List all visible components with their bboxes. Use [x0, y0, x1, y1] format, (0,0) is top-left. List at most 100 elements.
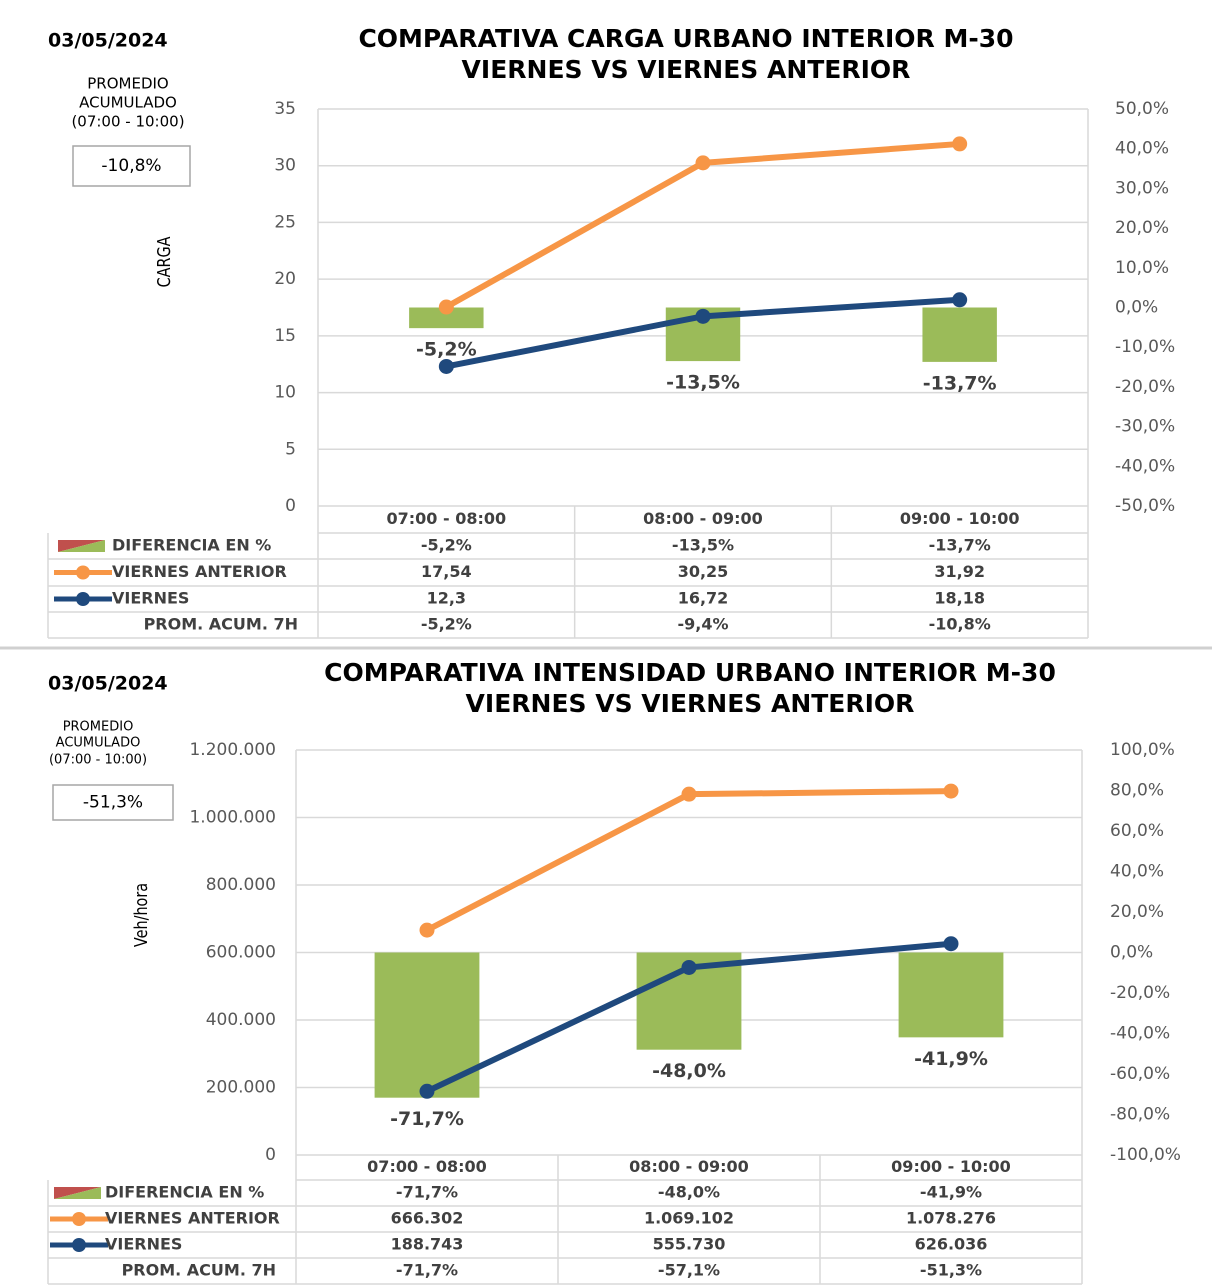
note: ACUMULADO: [56, 736, 141, 751]
note: ACUMULADO: [79, 94, 177, 112]
table-row-label: PROM. ACUM. 7H: [122, 1261, 276, 1280]
chart-subtitle: VIERNES VS VIERNES ANTERIOR: [462, 55, 911, 84]
marker: [438, 299, 454, 315]
table-cell: 1.069.102: [644, 1209, 734, 1228]
x-tick-label: 07:00 - 08:00: [387, 509, 507, 528]
marker: [419, 922, 435, 938]
table-cell: -71,7%: [396, 1261, 458, 1280]
table-row-label: PROM. ACUM. 7H: [144, 615, 298, 634]
y-tick-label: 0: [285, 496, 296, 516]
table-cell: 31,92: [934, 562, 985, 581]
y-axis-label: CARGA: [153, 237, 174, 288]
table-cell: 1.078.276: [906, 1209, 996, 1228]
y2-tick-label: 50,0%: [1115, 99, 1169, 119]
marker: [438, 358, 454, 374]
y2-tick-label: -50,0%: [1115, 496, 1175, 516]
x-tick-label: 08:00 - 09:00: [629, 1157, 749, 1176]
note: PROMEDIO: [87, 75, 168, 93]
table-cell: 17,54: [421, 562, 472, 581]
marker: [943, 783, 959, 799]
summary: -51,3%: [83, 793, 143, 813]
legend-label: VIERNES: [112, 589, 189, 608]
table-cell: -5,2%: [421, 536, 472, 555]
y-tick-label: 10: [274, 383, 296, 403]
legend-icon: [72, 1212, 86, 1226]
summary: -10,8%: [101, 156, 161, 176]
y2-tick-label: 30,0%: [1115, 178, 1169, 198]
legend-icon: [58, 540, 105, 552]
y2-tick-label: -40,0%: [1115, 456, 1175, 476]
y2-tick-label: 20,0%: [1115, 218, 1169, 238]
bar-data-label: -41,9%: [914, 1048, 988, 1070]
y-tick-label: 1.200.000: [189, 740, 276, 760]
y2-tick-label: 0,0%: [1115, 298, 1158, 318]
y2-tick-label: -80,0%: [1110, 1105, 1170, 1125]
note: PROMEDIO: [63, 720, 134, 735]
marker: [681, 786, 697, 802]
table-cell: -13,5%: [672, 536, 734, 555]
y-tick-label: 20: [274, 269, 296, 289]
chart-subtitle: VIERNES VS VIERNES ANTERIOR: [466, 689, 915, 718]
y-tick-label: 35: [274, 99, 296, 119]
date: 03/05/2024: [48, 673, 168, 695]
y2-tick-label: -20,0%: [1115, 377, 1175, 397]
y2-tick-label: 0,0%: [1110, 943, 1153, 963]
bar-data-label: -71,7%: [390, 1108, 464, 1130]
bar: [898, 952, 1004, 1038]
y-tick-label: 5: [285, 439, 296, 459]
x-tick-label: 09:00 - 10:00: [900, 509, 1020, 528]
legend-label: DIFERENCIA EN %: [105, 1183, 264, 1202]
table-cell: 12,3: [427, 589, 466, 608]
bar-data-label: -48,0%: [652, 1060, 726, 1082]
legend-label: VIERNES ANTERIOR: [105, 1209, 280, 1228]
table-cell: -48,0%: [658, 1183, 720, 1202]
y2-tick-label: -40,0%: [1110, 1024, 1170, 1044]
marker: [943, 936, 959, 952]
y2-tick-label: 100,0%: [1110, 740, 1175, 760]
bar: [409, 307, 484, 329]
legend-icon: [54, 1187, 101, 1199]
marker: [419, 1083, 435, 1099]
table-cell: -57,1%: [658, 1261, 720, 1280]
y-tick-label: 800.000: [206, 875, 276, 895]
y-axis-label: Veh/hora: [130, 883, 151, 947]
date: 03/05/2024: [48, 30, 168, 52]
legend-label: VIERNES ANTERIOR: [112, 562, 287, 581]
y2-tick-label: -30,0%: [1115, 417, 1175, 437]
x-tick-label: 08:00 - 09:00: [643, 509, 763, 528]
table-cell: -13,7%: [929, 536, 991, 555]
table-cell: -41,9%: [920, 1183, 982, 1202]
legend-label: VIERNES: [105, 1235, 182, 1254]
y2-tick-label: 40,0%: [1115, 139, 1169, 159]
y2-tick-label: 10,0%: [1115, 258, 1169, 278]
table-cell: -51,3%: [920, 1261, 982, 1280]
table-cell: -9,4%: [677, 615, 728, 634]
y-tick-label: 25: [274, 212, 296, 232]
y-tick-label: 30: [274, 156, 296, 176]
table-cell: -71,7%: [396, 1183, 458, 1202]
y2-tick-label: -20,0%: [1110, 983, 1170, 1003]
bar-data-label: -13,7%: [923, 372, 997, 394]
legend-icon: [72, 1238, 86, 1252]
y2-tick-label: 40,0%: [1110, 862, 1164, 882]
legend-icon: [76, 592, 90, 606]
chart-title: COMPARATIVA CARGA URBANO INTERIOR M-30: [358, 24, 1013, 53]
note: (07:00 - 10:00): [71, 113, 184, 131]
y-tick-label: 15: [274, 326, 296, 346]
table-cell: 16,72: [678, 589, 729, 608]
marker: [695, 155, 711, 171]
table-cell: 626.036: [915, 1235, 988, 1254]
legend-label: DIFERENCIA EN %: [112, 536, 271, 555]
table-cell: 18,18: [934, 589, 985, 608]
marker: [681, 959, 697, 975]
y2-tick-label: -100,0%: [1110, 1145, 1181, 1165]
y2-tick-label: -60,0%: [1110, 1064, 1170, 1084]
bar-data-label: -5,2%: [416, 339, 477, 361]
summary-box: [52, 784, 174, 821]
y2-tick-label: 80,0%: [1110, 781, 1164, 801]
bar-data-label: -13,5%: [666, 372, 740, 394]
table-cell: -10,8%: [929, 615, 991, 634]
legend-icon: [76, 565, 90, 580]
chart-title: COMPARATIVA INTENSIDAD URBANO INTERIOR M…: [324, 658, 1056, 687]
